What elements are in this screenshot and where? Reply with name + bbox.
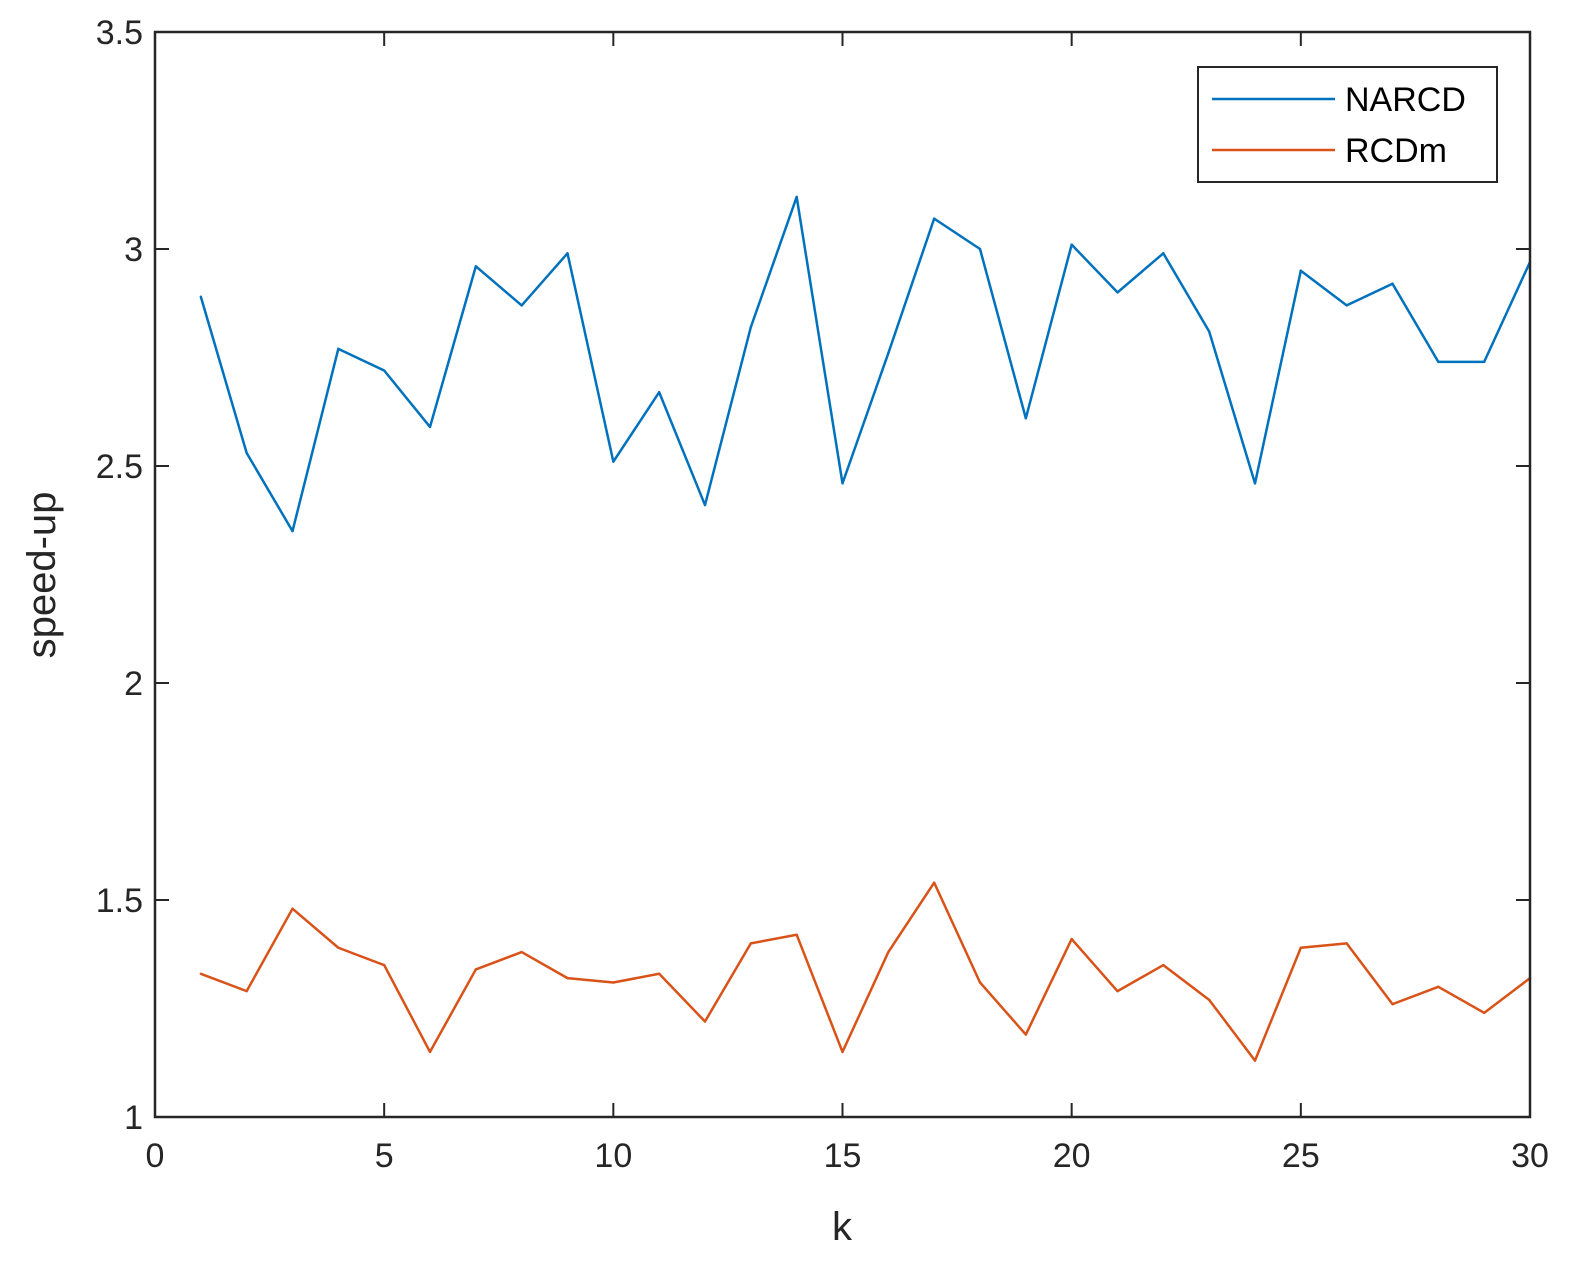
series-layer: [199, 195, 1532, 1062]
data-point-narcd: [520, 304, 523, 307]
data-point-rcdm: [245, 989, 248, 993]
data-point-narcd: [382, 369, 386, 372]
y-tick-label: 3: [124, 231, 143, 269]
data-point-rcdm: [382, 963, 386, 967]
data-point-narcd: [1253, 482, 1257, 485]
data-point-narcd: [1162, 252, 1165, 255]
data-point-narcd: [1299, 269, 1303, 272]
data-point-narcd: [795, 195, 798, 199]
data-point-narcd: [887, 351, 890, 355]
x-tick-label: 25: [1282, 1137, 1320, 1175]
data-point-rcdm: [612, 981, 615, 984]
data-point-narcd: [566, 252, 569, 255]
data-point-narcd: [932, 217, 936, 220]
y-axis-ticks: 1 1.5 2 2.5 3 3.5: [96, 14, 1530, 1137]
legend: NARCD RCDm: [1197, 66, 1498, 183]
data-point-rcdm: [887, 950, 890, 954]
data-point-narcd: [337, 347, 340, 351]
data-point-narcd: [1070, 243, 1073, 246]
data-point-rcdm: [1437, 985, 1440, 988]
data-point-rcdm: [520, 950, 523, 954]
data-point-rcdm: [1482, 1011, 1486, 1015]
data-point-rcdm: [428, 1050, 432, 1054]
data-point-rcdm: [566, 976, 569, 980]
data-point-rcdm: [474, 968, 478, 971]
plot-area: [155, 32, 1530, 1117]
data-point-narcd: [841, 482, 844, 485]
data-point-rcdm: [199, 972, 203, 975]
x-tick-label: 30: [1511, 1137, 1549, 1175]
y-tick-label: 2.5: [96, 448, 143, 486]
data-point-rcdm: [841, 1050, 844, 1054]
data-point-rcdm: [291, 907, 294, 910]
data-point-narcd: [1345, 304, 1348, 307]
data-point-rcdm: [1253, 1059, 1257, 1062]
legend-label-rcdm: RCDm: [1345, 132, 1447, 170]
data-point-narcd: [749, 325, 753, 329]
data-point-rcdm: [1024, 1033, 1028, 1036]
data-point-narcd: [1437, 360, 1440, 364]
x-axis-ticks: 0 5 10 15 20 25 30: [146, 32, 1549, 1175]
data-point-rcdm: [1070, 937, 1073, 941]
series-line-rcdm: [200, 881, 1531, 1062]
data-point-rcdm: [1116, 989, 1119, 993]
data-point-rcdm: [1162, 963, 1165, 967]
x-axis-label: k: [832, 1205, 853, 1249]
data-point-rcdm: [703, 1020, 707, 1023]
data-point-narcd: [1116, 291, 1119, 294]
data-point-narcd: [978, 247, 982, 251]
data-point-rcdm: [978, 981, 982, 984]
x-tick-label: 5: [375, 1137, 394, 1175]
data-point-rcdm: [1207, 998, 1211, 1002]
y-tick-label: 1.5: [96, 882, 143, 920]
data-point-rcdm: [1299, 946, 1303, 949]
series-line-narcd: [199, 195, 1532, 533]
data-point-narcd: [703, 503, 707, 507]
data-point-rcdm: [795, 933, 798, 936]
data-point-narcd: [291, 529, 294, 533]
data-point-narcd: [1391, 282, 1394, 285]
data-point-narcd: [657, 391, 661, 394]
data-point-narcd: [245, 451, 248, 455]
legend-label-narcd: NARCD: [1345, 81, 1466, 119]
y-tick-label: 3.5: [96, 14, 143, 52]
data-point-narcd: [612, 460, 615, 463]
data-point-narcd: [1482, 360, 1486, 364]
x-tick-label: 10: [594, 1137, 632, 1175]
data-point-rcdm: [337, 946, 340, 949]
data-point-narcd: [428, 425, 432, 429]
data-point-rcdm: [657, 972, 661, 975]
y-tick-label: 2: [124, 665, 143, 703]
legend-box: [1197, 66, 1498, 183]
data-point-narcd: [199, 295, 203, 298]
data-point-narcd: [474, 265, 478, 268]
data-point-rcdm: [1345, 942, 1348, 945]
data-point-narcd: [1024, 417, 1028, 420]
data-point-rcdm: [749, 942, 753, 945]
x-tick-label: 20: [1053, 1137, 1091, 1175]
x-tick-label: 15: [824, 1137, 862, 1175]
y-axis-label: speed-up: [20, 492, 64, 659]
data-point-rcdm: [932, 881, 936, 884]
data-point-narcd: [1207, 330, 1211, 333]
data-point-rcdm: [1391, 1002, 1394, 1006]
y-tick-label: 1: [124, 1099, 143, 1137]
x-tick-label: 0: [146, 1137, 165, 1175]
